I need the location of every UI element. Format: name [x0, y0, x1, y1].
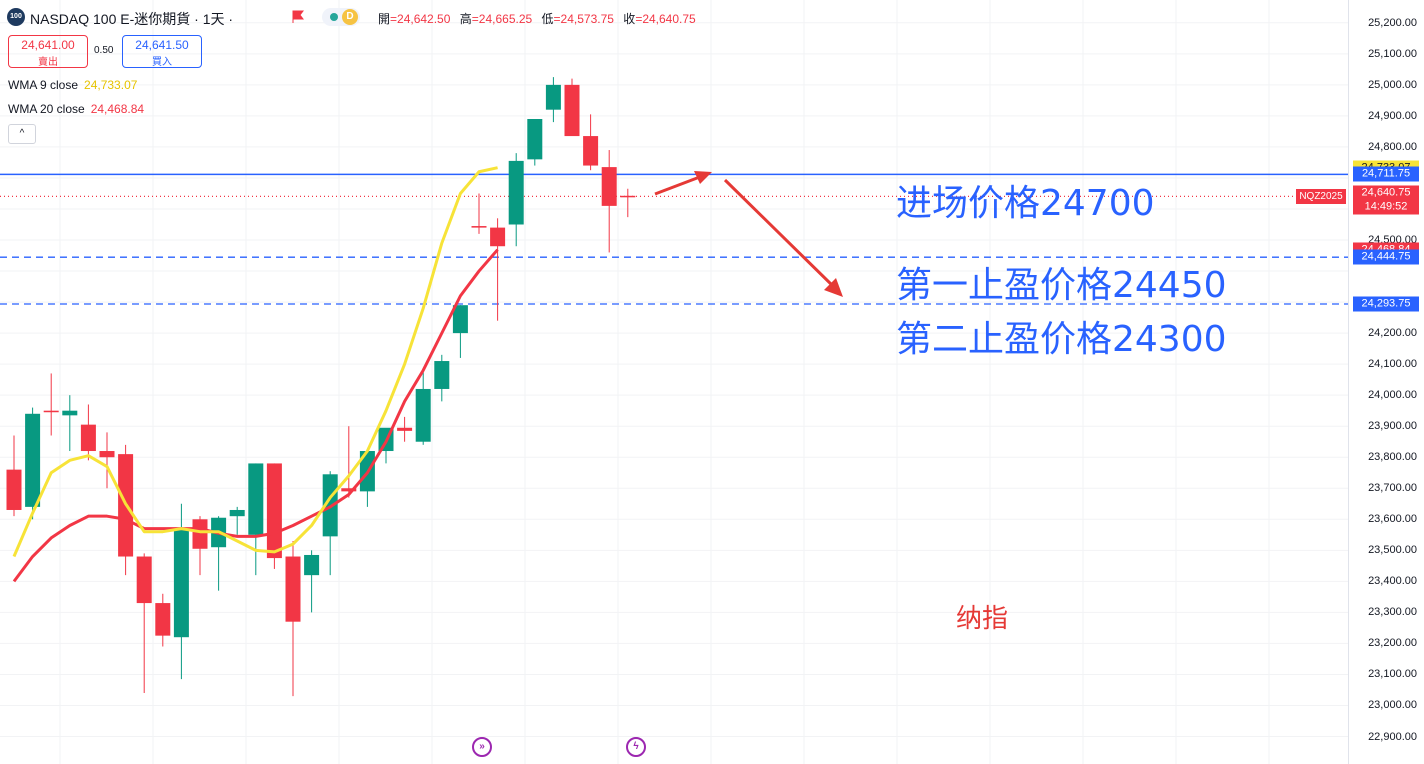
entry-arrow	[654, 173, 706, 196]
indicator-wma9-name: WMA 9 close	[8, 78, 79, 92]
candle-body	[545, 84, 561, 110]
candle-body	[341, 488, 357, 492]
lightning-event-icon[interactable]: ϟ	[626, 737, 646, 757]
buy-price: 24,641.50	[135, 38, 189, 52]
axis-tick-label: 24,900.00	[1368, 109, 1417, 122]
candle-body	[415, 388, 431, 442]
note-annotation[interactable]: 纳指	[956, 604, 1009, 634]
axis-tick-label: 23,900.00	[1368, 420, 1417, 433]
sell-button[interactable]: 24,641.00 賣出	[8, 35, 88, 68]
chevron-up-icon: ^	[19, 128, 25, 139]
candle-body	[266, 463, 282, 559]
indicator-wma20-value: 24,468.84	[90, 102, 145, 116]
symbol-title[interactable]: NASDAQ 100 E-迷你期貨 · 1天 ·	[30, 11, 234, 27]
axis-tick-label: 24,200.00	[1368, 327, 1417, 340]
market-status-pill[interactable]: D	[322, 8, 360, 26]
axis-price-label: 14:49:52	[1353, 199, 1419, 215]
axis-tick-label: 24,000.00	[1368, 389, 1417, 402]
indicator-wma9[interactable]: WMA 9 close 24,733.07	[8, 78, 137, 92]
candle-body	[620, 195, 636, 198]
sell-price: 24,641.00	[21, 38, 75, 52]
entry-arrow-head	[694, 171, 712, 184]
candle-body	[434, 361, 450, 389]
market-open-dot-icon	[330, 13, 338, 21]
candle-body	[248, 463, 264, 535]
axis-tick-label: 25,100.00	[1368, 47, 1417, 60]
take-profit-2-annotation[interactable]: 第二止盈价格24300	[896, 319, 1227, 360]
indicator-wma9-value: 24,733.07	[84, 78, 138, 92]
ohlc-close-label: 收	[623, 12, 636, 26]
axis-tick-label: 23,800.00	[1368, 451, 1417, 464]
candle-body	[43, 410, 59, 413]
candle-body	[155, 603, 171, 636]
axis-tick-label: 22,900.00	[1368, 730, 1417, 743]
indicator-wma20-name: WMA 20 close	[8, 102, 85, 116]
candle-body	[564, 84, 580, 137]
axis-price-label: 24,711.75	[1353, 166, 1419, 182]
ohlc-open-label: 開	[378, 12, 391, 26]
axis-tick-label: 24,100.00	[1368, 358, 1417, 371]
sell-label: 賣出	[38, 57, 58, 68]
collapse-legend-button[interactable]: ^	[8, 124, 36, 144]
candle-body	[490, 227, 506, 247]
ohlc-high-value: =24,665.25	[471, 12, 533, 26]
candle-body	[452, 305, 468, 334]
axis-tick-label: 25,200.00	[1368, 16, 1417, 29]
axis-tick-label: 23,600.00	[1368, 513, 1417, 526]
take-profit-1-annotation[interactable]: 第一止盈价格24450	[896, 265, 1227, 306]
axis-price-label: 24,293.75	[1353, 296, 1419, 312]
axis-tick-label: 23,400.00	[1368, 575, 1417, 588]
event-marker-icon[interactable]: »	[472, 737, 492, 757]
buy-label: 買入	[152, 57, 172, 68]
axis-tick-label: 25,000.00	[1368, 78, 1417, 91]
ohlc-close-value: =24,640.75	[635, 12, 696, 26]
target-arrow-head	[824, 278, 843, 297]
axis-tick-label: 23,300.00	[1368, 606, 1417, 619]
ohlc-low-value: =24,573.75	[553, 12, 614, 26]
symbol-logo-icon[interactable]: 100	[7, 8, 25, 26]
symbol-price-tag: NQZ2025	[1296, 189, 1346, 204]
axis-price-label: 24,640.75	[1353, 185, 1419, 201]
candle-body	[6, 469, 22, 510]
ohlc-low-label: 低	[541, 12, 554, 26]
candle-body	[285, 556, 301, 622]
target-arrow	[723, 178, 837, 290]
candle-body	[583, 136, 599, 166]
candle-body	[62, 410, 78, 416]
symbol-header: 100 NASDAQ 100 E-迷你期貨 · 1天 · D 開=24,642.…	[0, 0, 1000, 36]
candle-body	[471, 226, 487, 228]
candle-body	[508, 160, 524, 225]
ohlc-values: 開=24,642.50 高=24,665.25 低=24,573.75 收=24…	[378, 10, 702, 27]
axis-tick-label: 23,200.00	[1368, 637, 1417, 650]
candle-body	[397, 427, 413, 431]
candle-body	[527, 119, 543, 160]
flag-icon[interactable]	[290, 9, 306, 25]
buy-button[interactable]: 24,641.50 買入	[122, 35, 202, 68]
candle-body	[192, 519, 208, 549]
data-delay-icon: D	[342, 9, 358, 25]
candle-body	[304, 554, 320, 576]
candle-body	[229, 509, 245, 517]
axis-tick-label: 23,000.00	[1368, 699, 1417, 712]
candle-body	[99, 451, 115, 458]
spread-value: 0.50	[94, 45, 114, 56]
wma20-line	[12, 248, 499, 583]
axis-price-label: 24,444.75	[1353, 249, 1419, 265]
ohlc-high-label: 高	[459, 12, 472, 26]
axis-tick-label: 24,800.00	[1368, 140, 1417, 153]
candle-body	[136, 556, 152, 604]
indicator-wma20[interactable]: WMA 20 close 24,468.84	[8, 102, 144, 116]
entry-price-annotation[interactable]: 进场价格24700	[896, 183, 1155, 224]
candle-body	[25, 413, 41, 507]
price-axis[interactable]: 25,200.00 25,100.00 25,000.00 24,900.00 24,8…	[1348, 0, 1424, 764]
candle-body	[601, 167, 617, 206]
ohlc-open-value: =24,642.50	[390, 12, 451, 26]
candle-body	[173, 528, 189, 638]
axis-tick-label: 23,700.00	[1368, 482, 1417, 495]
price-chart[interactable]	[0, 0, 1348, 764]
wma9-line	[12, 166, 498, 558]
axis-tick-label: 23,500.00	[1368, 544, 1417, 557]
candle-body	[80, 424, 96, 452]
axis-tick-label: 23,100.00	[1368, 668, 1417, 681]
